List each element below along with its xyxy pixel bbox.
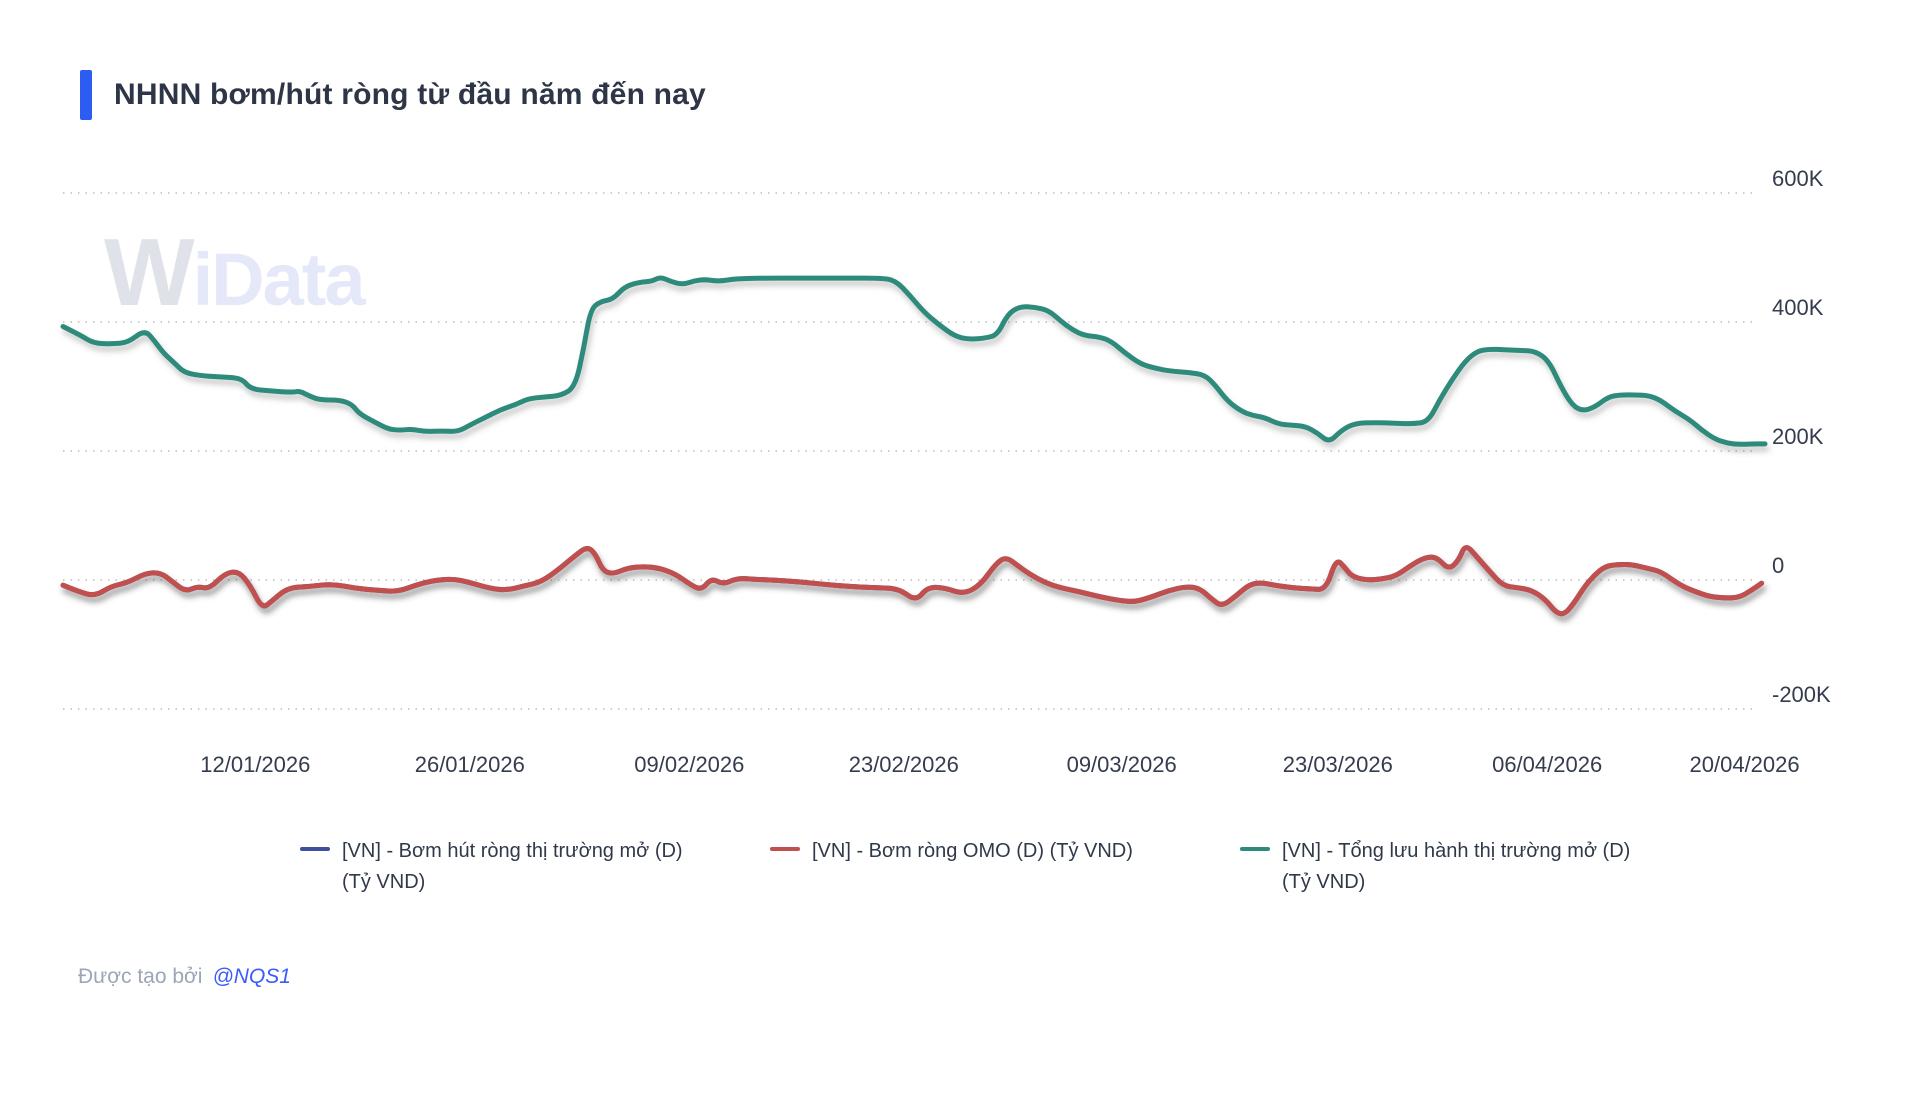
legend-label: [VN] - Bơm hút ròng thị trường mở (D) (T… [342, 840, 683, 893]
x-tick-label: 23/03/2026 [1283, 752, 1393, 777]
x-tick-label: 09/02/2026 [634, 752, 744, 777]
y-tick-label: -200K [1772, 682, 1831, 707]
widata-watermark-logo: WiData [104, 218, 366, 328]
x-tick-label: 12/01/2026 [200, 752, 310, 777]
y-tick-label: 200K [1772, 424, 1824, 449]
attribution-prefix: Được tạo bởi [78, 965, 203, 988]
title-accent-bar [80, 70, 92, 120]
chart-header: NHNN bơm/hút ròng từ đầu năm đến nay [80, 70, 706, 120]
x-tick-label: 23/02/2026 [849, 752, 959, 777]
x-tick-label: 06/04/2026 [1492, 752, 1602, 777]
x-tick-label: 09/03/2026 [1067, 752, 1177, 777]
legend-label: [VN] - Bơm ròng OMO (D) (Tỷ VND) [812, 840, 1133, 862]
page-title: NHNN bơm/hút ròng từ đầu năm đến nay [114, 78, 706, 111]
watermark-idata: iData [192, 238, 366, 321]
legend-color-dash-red [770, 847, 800, 851]
y-axis-labels: 600K 400K 200K 0 -200K [1772, 166, 1831, 707]
legend-item-bom-hut-rong[interactable]: [VN] - Bơm hút ròng thị trường mở (D) (T… [300, 836, 694, 898]
legend-item-tong-luu-hanh[interactable]: [VN] - Tổng lưu hành thị trường mở (D) (… [1240, 836, 1634, 898]
legend-color-dash-blue [300, 847, 330, 851]
watermark-w: W [104, 219, 195, 326]
x-tick-label: 26/01/2026 [415, 752, 525, 777]
author-link[interactable]: @NQS1 [212, 965, 291, 988]
chart-legend: [VN] - Bơm hút ròng thị trường mở (D) (T… [0, 836, 1920, 926]
gridlines [63, 192, 1757, 710]
legend-label: [VN] - Tổng lưu hành thị trường mở (D) (… [1282, 840, 1631, 893]
series-line-1[interactable] [60, 545, 1765, 617]
series-lines [60, 275, 1768, 617]
series-line-2[interactable] [60, 275, 1768, 447]
x-axis-labels: 12/01/2026 26/01/2026 09/02/2026 23/02/2026… [200, 752, 1799, 777]
legend-color-dash-green [1240, 847, 1270, 851]
attribution-footer: Được tạo bởi @NQS1 [78, 965, 291, 989]
y-tick-label: 0 [1772, 553, 1784, 578]
series-line-0[interactable] [60, 545, 1765, 617]
y-tick-label: 600K [1772, 166, 1824, 191]
y-tick-label: 400K [1772, 295, 1824, 320]
legend-item-bom-rong-omo[interactable]: [VN] - Bơm ròng OMO (D) (Tỷ VND) [770, 836, 1232, 867]
x-tick-label: 20/04/2026 [1690, 752, 1800, 777]
